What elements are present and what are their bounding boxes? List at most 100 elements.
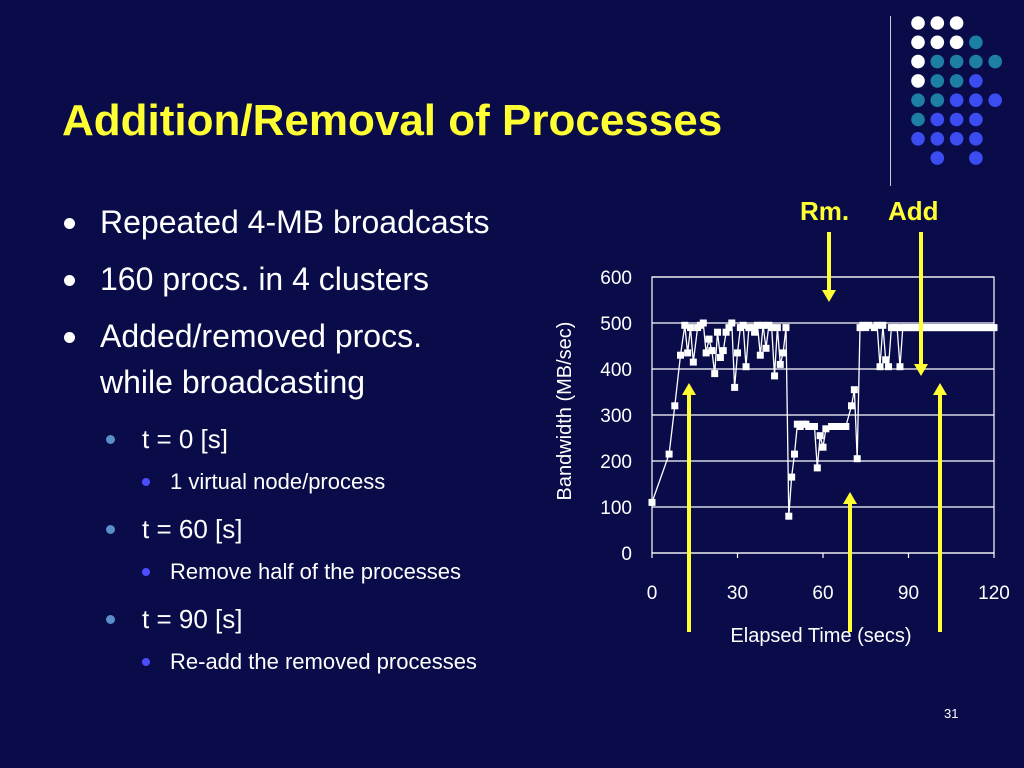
detail-bullet-dot-icon — [142, 568, 150, 576]
decorative-dot — [930, 151, 945, 165]
data-point — [728, 319, 736, 327]
data-point — [956, 324, 964, 332]
data-point — [785, 512, 793, 520]
remove-down-arrow — [822, 232, 836, 302]
data-point — [765, 321, 773, 329]
data-point — [819, 443, 827, 451]
data-point — [739, 321, 747, 329]
decorative-dot — [930, 132, 945, 146]
data-point — [816, 432, 824, 440]
data-point — [905, 324, 912, 332]
data-point — [848, 402, 855, 410]
data-point — [919, 324, 927, 332]
data-point — [771, 372, 779, 380]
data-point — [699, 319, 707, 327]
data-point — [984, 324, 992, 332]
sub-bullet-dot-icon — [106, 615, 115, 624]
decorative-dot — [930, 16, 945, 30]
data-point — [734, 349, 741, 357]
data-point — [742, 363, 750, 371]
data-point — [748, 324, 756, 332]
data-point — [731, 383, 739, 391]
data-point — [711, 370, 719, 378]
data-point — [702, 349, 710, 357]
data-point — [756, 351, 764, 359]
x-tick-label: 0 — [647, 583, 658, 604]
data-point — [773, 324, 781, 332]
data-point — [950, 324, 958, 332]
data-point — [893, 324, 901, 332]
decorative-dot — [911, 74, 925, 88]
data-point — [719, 347, 727, 355]
plot-area-frame — [651, 276, 995, 554]
data-point — [853, 455, 861, 463]
sub-bullet-text: t = 60 [s] — [142, 514, 243, 544]
bullet-dot-icon — [64, 275, 75, 286]
data-point — [681, 321, 689, 329]
data-point — [899, 324, 907, 332]
bullet-text: Repeated 4-MB broadcasts — [100, 204, 490, 240]
data-point — [833, 423, 841, 430]
x-tick-label: 120 — [978, 583, 1010, 604]
data-point — [828, 423, 836, 430]
y-axis-label: Bandwidth (MB/sec) — [554, 322, 576, 501]
data-point — [913, 324, 921, 332]
data-point — [885, 363, 893, 371]
data-point — [822, 425, 830, 433]
data-point — [686, 324, 694, 332]
bullet-dot-icon — [64, 218, 75, 229]
y-tick-label: 0 — [621, 544, 632, 565]
data-point — [896, 363, 904, 371]
decorative-dot — [911, 54, 925, 69]
data-point — [922, 324, 930, 332]
bullet-text: while broadcasting — [100, 364, 366, 400]
data-point — [776, 360, 784, 368]
decorative-dot — [911, 35, 925, 50]
decorative-dot — [949, 93, 964, 107]
decorative-dot — [949, 54, 964, 69]
decorative-dot — [911, 16, 925, 30]
decorative-dot — [969, 74, 983, 88]
decorative-dot — [911, 132, 925, 146]
y-tick-label: 600 — [600, 268, 632, 289]
decorative-dot — [988, 54, 1002, 69]
data-point — [910, 324, 918, 332]
data-point — [842, 423, 850, 430]
data-point — [981, 324, 989, 332]
arrow-head-icon — [682, 383, 696, 395]
data-point — [705, 335, 713, 343]
detail-bullet-text: Remove half of the processes — [170, 559, 462, 584]
data-point — [870, 324, 878, 332]
data-point — [665, 450, 673, 458]
x-tick-label: 30 — [727, 583, 748, 604]
sub-bullet-text: t = 90 [s] — [142, 604, 243, 634]
data-point — [782, 324, 790, 332]
data-point — [859, 321, 867, 329]
data-point — [779, 349, 787, 357]
data-point — [944, 324, 952, 332]
data-point — [751, 328, 759, 336]
start-up-arrow — [682, 383, 696, 632]
data-point — [716, 354, 724, 361]
x-tick-label: 90 — [898, 583, 919, 604]
data-point — [762, 344, 770, 352]
decorative-dot — [969, 93, 983, 107]
detail-bullet-text: 1 virtual node/process — [170, 469, 386, 494]
decorative-dot — [930, 93, 945, 107]
data-point — [684, 349, 692, 357]
decorative-dot — [988, 93, 1002, 107]
data-point — [648, 498, 656, 506]
data-point — [725, 324, 733, 332]
data-point — [882, 356, 890, 364]
y-tick-label: 300 — [600, 406, 632, 427]
data-point — [808, 423, 816, 430]
x-axis-label: Elapsed Time (secs) — [730, 625, 911, 647]
data-point — [970, 324, 978, 332]
data-point — [671, 402, 679, 410]
data-point — [862, 324, 870, 332]
add-down-arrow — [914, 232, 928, 376]
data-point — [987, 324, 995, 332]
data-point — [933, 324, 941, 332]
data-point — [927, 324, 935, 332]
data-point — [805, 423, 813, 430]
